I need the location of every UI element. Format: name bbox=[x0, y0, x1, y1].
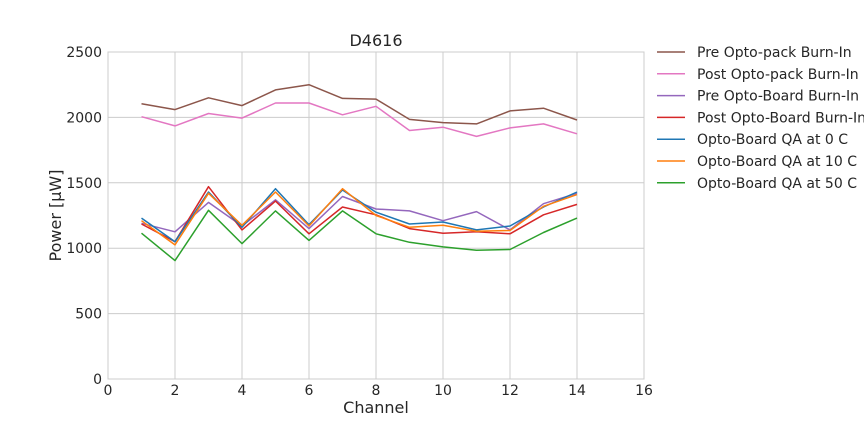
legend-label: Opto-Board QA at 10 C bbox=[697, 154, 857, 170]
y-tick-label: 2500 bbox=[66, 45, 102, 61]
legend-item: Opto-Board QA at 50 C bbox=[657, 176, 857, 192]
x-tick-label: 4 bbox=[238, 383, 247, 399]
legend-item: Pre Opto-pack Burn-In bbox=[657, 45, 852, 61]
x-axis-title: Channel bbox=[343, 398, 409, 417]
legend-label: Opto-Board QA at 50 C bbox=[697, 176, 857, 192]
y-tick-label: 500 bbox=[75, 307, 102, 323]
x-tick-label: 8 bbox=[372, 383, 381, 399]
series-line-2 bbox=[141, 102, 578, 138]
x-tick-label: 0 bbox=[104, 383, 113, 399]
chart-title: D4616 bbox=[349, 31, 402, 50]
y-tick-label: 0 bbox=[93, 372, 102, 388]
legend-item: Opto-Board QA at 10 C bbox=[657, 154, 857, 170]
x-tick-label: 2 bbox=[171, 383, 180, 399]
series-lines bbox=[141, 83, 578, 262]
x-tick-label: 10 bbox=[434, 383, 452, 399]
x-tick-label: 6 bbox=[305, 383, 314, 399]
y-tick-label: 1000 bbox=[66, 241, 102, 257]
legend-label: Pre Opto-Board Burn-In bbox=[697, 89, 859, 105]
series-line-7 bbox=[141, 209, 578, 262]
legend-label: Pre Opto-pack Burn-In bbox=[697, 45, 852, 61]
x-tick-label: 14 bbox=[568, 383, 586, 399]
series-line-4 bbox=[141, 185, 578, 243]
legend-item: Post Opto-pack Burn-In bbox=[657, 67, 859, 83]
legend-item: Post Opto-Board Burn-In bbox=[657, 110, 864, 126]
legend-item: Pre Opto-Board Burn-In bbox=[657, 89, 859, 105]
x-tick-label: 16 bbox=[635, 383, 653, 399]
x-tick-label: 12 bbox=[501, 383, 519, 399]
series-line-6 bbox=[141, 187, 578, 246]
y-tick-label: 1500 bbox=[66, 176, 102, 192]
legend-label: Post Opto-Board Burn-In bbox=[697, 110, 864, 126]
y-tick-label: 2000 bbox=[66, 110, 102, 126]
legend-label: Post Opto-pack Burn-In bbox=[697, 67, 859, 83]
y-axis-title: Power [μW] bbox=[46, 170, 65, 262]
legend: Pre Opto-pack Burn-In Post Opto-pack Burn… bbox=[657, 45, 864, 192]
legend-item: Opto-Board QA at 0 C bbox=[657, 132, 848, 148]
tick-labels: 0 2 4 6 8 10 12 14 16 0 500 1000 1500 2000 2500 bbox=[66, 45, 653, 399]
legend-label: Opto-Board QA at 0 C bbox=[697, 132, 848, 148]
series-line-1 bbox=[141, 83, 578, 125]
